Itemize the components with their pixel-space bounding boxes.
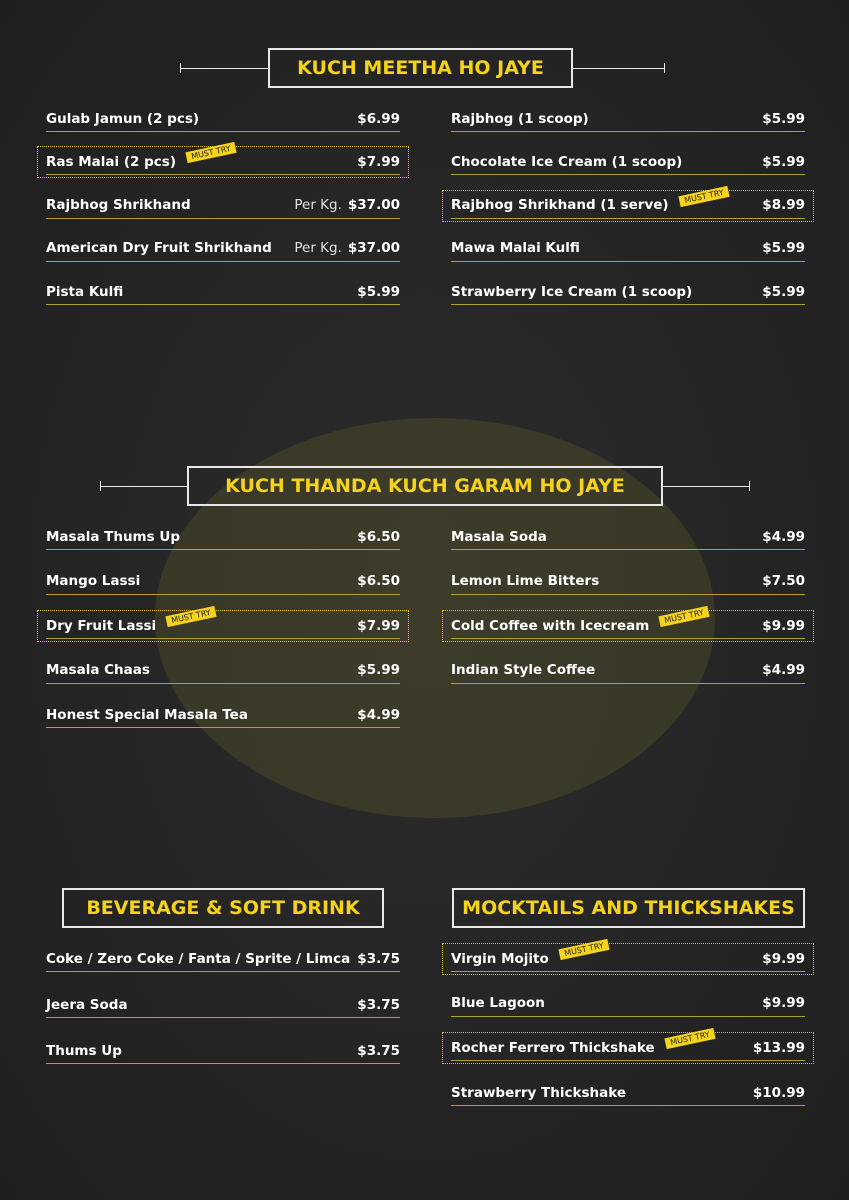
menu-item: Strawberry Thickshake $10.99 <box>451 1080 805 1107</box>
item-name: Dry Fruit Lassi <box>46 617 157 634</box>
item-name: Honest Special Masala Tea <box>46 706 248 723</box>
item-price: $5.99 <box>357 283 400 300</box>
item-price: $3.75 <box>357 996 400 1013</box>
menu-item: Lemon Lime Bitters $7.50 <box>451 569 805 595</box>
item-price: $9.99 <box>762 995 805 1012</box>
item-price: $37.00 <box>347 197 400 214</box>
item-price: $5.99 <box>762 283 805 300</box>
must-try-highlight <box>442 1032 814 1065</box>
item-price: $5.99 <box>762 153 805 170</box>
item-name: Rocher Ferrero Thickshake <box>451 1039 655 1056</box>
menu-item: Cold Coffee with Icecream MUST TRY $9.99 <box>451 605 805 639</box>
item-price: $7.99 <box>357 617 400 634</box>
item-price: $13.99 <box>752 1039 805 1056</box>
item-name: Masala Thums Up <box>46 528 180 545</box>
menu-item: Jeera Soda $3.75 <box>46 992 400 1018</box>
menu-item: Rajbhog Shrikhand (1 serve) MUST TRY $8.99 <box>451 185 805 219</box>
item-price: $6.99 <box>357 110 400 127</box>
item-price: $10.99 <box>752 1084 805 1101</box>
item-name: Strawberry Ice Cream (1 scoop) <box>451 283 693 300</box>
must-try-highlight <box>442 943 814 975</box>
item-name: Strawberry Thickshake <box>451 1084 627 1101</box>
title-rule <box>100 481 187 491</box>
section-title: KUCH MEETHA HO JAYE <box>268 48 573 88</box>
menu-item: Indian Style Coffee $4.99 <box>451 658 805 684</box>
item-price: $5.99 <box>762 240 805 257</box>
price-unit: Per Kg. <box>294 240 342 257</box>
item-price: $7.50 <box>762 573 805 589</box>
menu-item: Gulab Jamun (2 pcs) $6.99 <box>46 106 400 132</box>
item-name: Jeera Soda <box>46 996 128 1013</box>
section-title: BEVERAGE & SOFT DRINK <box>62 888 384 928</box>
item-name: Mawa Malai Kulfi <box>451 240 580 257</box>
item-name: Rajbhog Shrikhand <box>46 197 191 214</box>
item-price: $8.99 <box>762 197 805 214</box>
menu-item: Pista Kulfi $5.99 <box>46 279 400 306</box>
menu-item: Rocher Ferrero Thickshake MUST TRY $13.99 <box>451 1028 805 1062</box>
menu-item: Chocolate Ice Cream (1 scoop) $5.99 <box>451 149 805 176</box>
must-try-highlight <box>442 189 814 222</box>
menu-item: Honest Special Masala Tea $4.99 <box>46 702 400 728</box>
item-name: Indian Style Coffee <box>451 662 596 678</box>
item-price: $3.75 <box>357 1042 400 1059</box>
item-price: $3.75 <box>357 950 400 967</box>
item-name: Blue Lagoon <box>451 995 545 1012</box>
item-price: $9.99 <box>762 950 805 967</box>
menu-item: Ras Malai (2 pcs) MUST TRY $7.99 <box>46 142 400 176</box>
item-name: Coke / Zero Coke / Fanta / Sprite / Limc… <box>46 950 351 967</box>
menu-item: Thums Up $3.75 <box>46 1038 400 1064</box>
item-name: Pista Kulfi <box>46 283 124 300</box>
menu-item: Strawberry Ice Cream (1 scoop) $5.99 <box>451 279 805 306</box>
menu-item: Dry Fruit Lassi MUST TRY $7.99 <box>46 605 400 639</box>
price-unit: Per Kg. <box>294 197 342 214</box>
item-name: Chocolate Ice Cream (1 scoop) <box>451 153 683 170</box>
must-try-highlight <box>37 610 409 642</box>
item-name: Rajbhog (1 scoop) <box>451 110 589 127</box>
menu-item: Mango Lassi $6.50 <box>46 569 400 595</box>
menu-item: Mawa Malai Kulfi $5.99 <box>451 236 805 262</box>
item-name: Cold Coffee with Icecream <box>451 617 650 634</box>
menu-item: Blue Lagoon $9.99 <box>451 991 805 1017</box>
item-price: $6.50 <box>357 528 400 545</box>
section-title: KUCH THANDA KUCH GARAM HO JAYE <box>187 466 663 506</box>
section-title: MOCKTAILS AND THICKSHAKES <box>452 888 805 928</box>
item-name: Ras Malai (2 pcs) <box>46 153 176 170</box>
logo-watermark <box>155 418 715 818</box>
item-name: Thums Up <box>46 1042 122 1059</box>
menu-item: Masala Chaas $5.99 <box>46 658 400 684</box>
item-price: $5.99 <box>762 110 805 127</box>
menu-item: Masala Soda $4.99 <box>451 524 805 550</box>
item-price: $9.99 <box>762 617 805 634</box>
menu-item: Coke / Zero Coke / Fanta / Sprite / Limc… <box>46 946 400 972</box>
item-name: Gulab Jamun (2 pcs) <box>46 110 200 127</box>
menu-item: Rajbhog Shrikhand Per Kg. $37.00 <box>46 193 400 219</box>
item-price: $37.00 <box>347 240 400 257</box>
title-rule <box>663 481 750 491</box>
title-rule <box>573 63 665 73</box>
item-name: Virgin Mojito <box>451 950 549 967</box>
item-price: $4.99 <box>357 706 400 723</box>
item-price: $7.99 <box>357 153 400 170</box>
item-name: American Dry Fruit Shrikhand <box>46 240 272 257</box>
must-try-highlight <box>442 610 814 642</box>
item-name: Lemon Lime Bitters <box>451 573 600 589</box>
menu-item: Rajbhog (1 scoop) $5.99 <box>451 106 805 132</box>
menu-item: American Dry Fruit Shrikhand Per Kg. $37.0… <box>46 236 400 262</box>
item-name: Rajbhog Shrikhand (1 serve) <box>451 197 669 214</box>
menu-item: Masala Thums Up $6.50 <box>46 524 400 550</box>
menu-item: Virgin Mojito MUST TRY $9.99 <box>451 938 805 972</box>
title-rule <box>180 63 268 73</box>
item-name: Masala Chaas <box>46 662 150 678</box>
item-price: $5.99 <box>357 662 400 678</box>
item-price: $4.99 <box>762 662 805 678</box>
item-name: Masala Soda <box>451 528 547 545</box>
item-price: $4.99 <box>762 528 805 545</box>
item-name: Mango Lassi <box>46 573 141 589</box>
item-price: $6.50 <box>357 573 400 589</box>
